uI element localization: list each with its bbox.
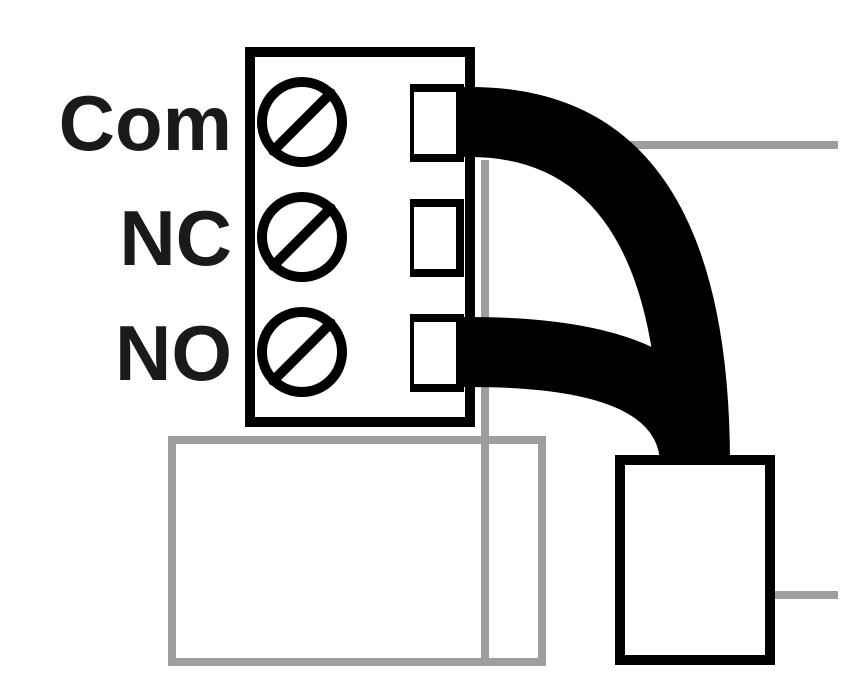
screw-terminal-1 [262,197,342,277]
label-no: NO [115,309,232,397]
label-com: Com [59,79,232,167]
label-nc: NC [119,194,232,282]
terminal-tab-0 [410,88,460,158]
terminal-tab-2 [410,318,460,388]
wiring-diagram: Com NC NO [0,0,863,699]
screw-terminal-0 [262,82,342,162]
screw-terminal-2 [262,312,342,392]
terminal-tab-1 [410,203,460,273]
labels: Com NC NO [59,79,232,397]
terminal-block [250,52,470,422]
cable-box [620,460,770,660]
